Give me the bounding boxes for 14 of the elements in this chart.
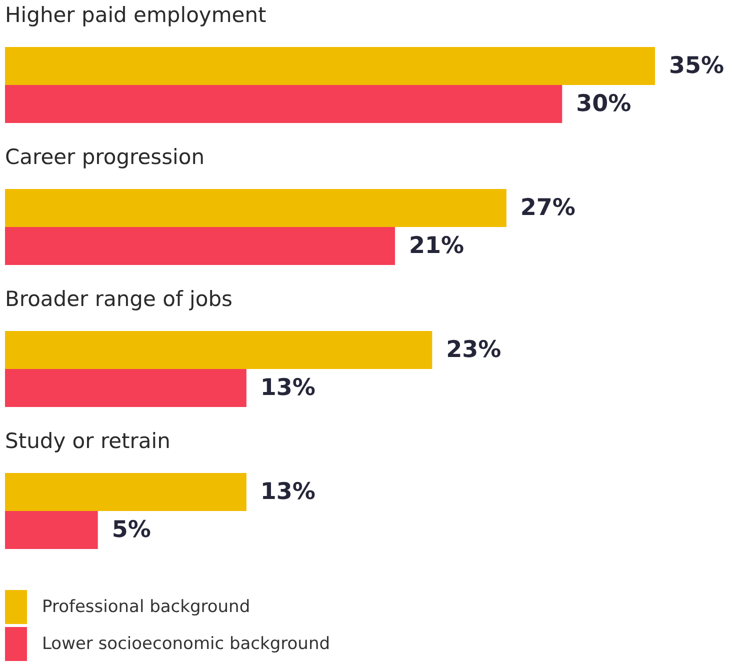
data-label: 21% bbox=[409, 233, 464, 259]
data-label: 23% bbox=[446, 337, 502, 363]
data-label: 27% bbox=[520, 195, 576, 221]
y-tick-label: Higher paid employment bbox=[5, 3, 266, 27]
data-label: 30% bbox=[576, 91, 632, 117]
legend-label: Professional background bbox=[42, 597, 250, 617]
data-label: 35% bbox=[669, 53, 724, 79]
data-label: 5% bbox=[112, 517, 151, 543]
y-tick-label: Broader range of jobs bbox=[5, 287, 232, 311]
legend-label: Lower socioeconomic background bbox=[42, 634, 330, 654]
data-label: 13% bbox=[260, 375, 316, 401]
data-label: 13% bbox=[260, 479, 316, 505]
y-tick-label: Study or retrain bbox=[5, 429, 170, 453]
y-tick-label: Career progression bbox=[5, 145, 204, 169]
